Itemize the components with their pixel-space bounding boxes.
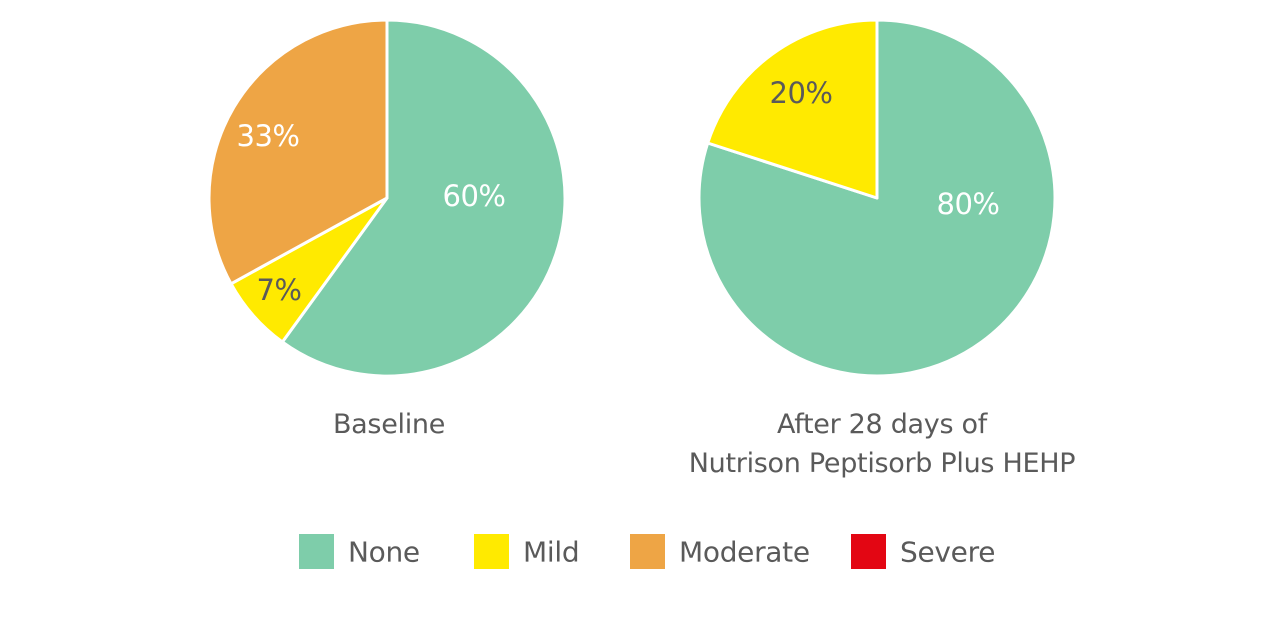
slice-label-none: 60%	[443, 179, 506, 213]
slice-label-mild: 7%	[256, 273, 301, 307]
legend-swatch-none	[299, 534, 334, 569]
baseline-pie-chart: 60% 7% 33%	[207, 18, 567, 378]
legend-label-mild: Mild	[523, 536, 579, 569]
after-caption-line-2: Nutrison Peptisorb Plus HEHP	[689, 448, 1075, 479]
legend-label-none: None	[348, 536, 420, 569]
pie-slice-none	[280, 18, 567, 378]
legend-swatch-severe	[851, 534, 886, 569]
baseline-caption: Baseline	[333, 409, 445, 440]
after-28-days-pie-chart: 80% 20%	[697, 18, 1057, 378]
slice-label-moderate: 33%	[237, 119, 300, 153]
pie-slice-moderate	[207, 18, 389, 286]
legend: None Mild Moderate Severe	[299, 534, 995, 569]
after-caption-line-1: After 28 days of	[777, 409, 989, 440]
legend-swatch-moderate	[630, 534, 665, 569]
legend-label-moderate: Moderate	[679, 536, 810, 569]
slice-label-none: 80%	[937, 187, 1000, 221]
pie-slice-mild	[706, 18, 879, 200]
pie-slice-none	[697, 18, 1057, 378]
slice-label-mild: 20%	[770, 76, 833, 110]
legend-swatch-mild	[474, 534, 509, 569]
legend-label-severe: Severe	[900, 536, 995, 569]
